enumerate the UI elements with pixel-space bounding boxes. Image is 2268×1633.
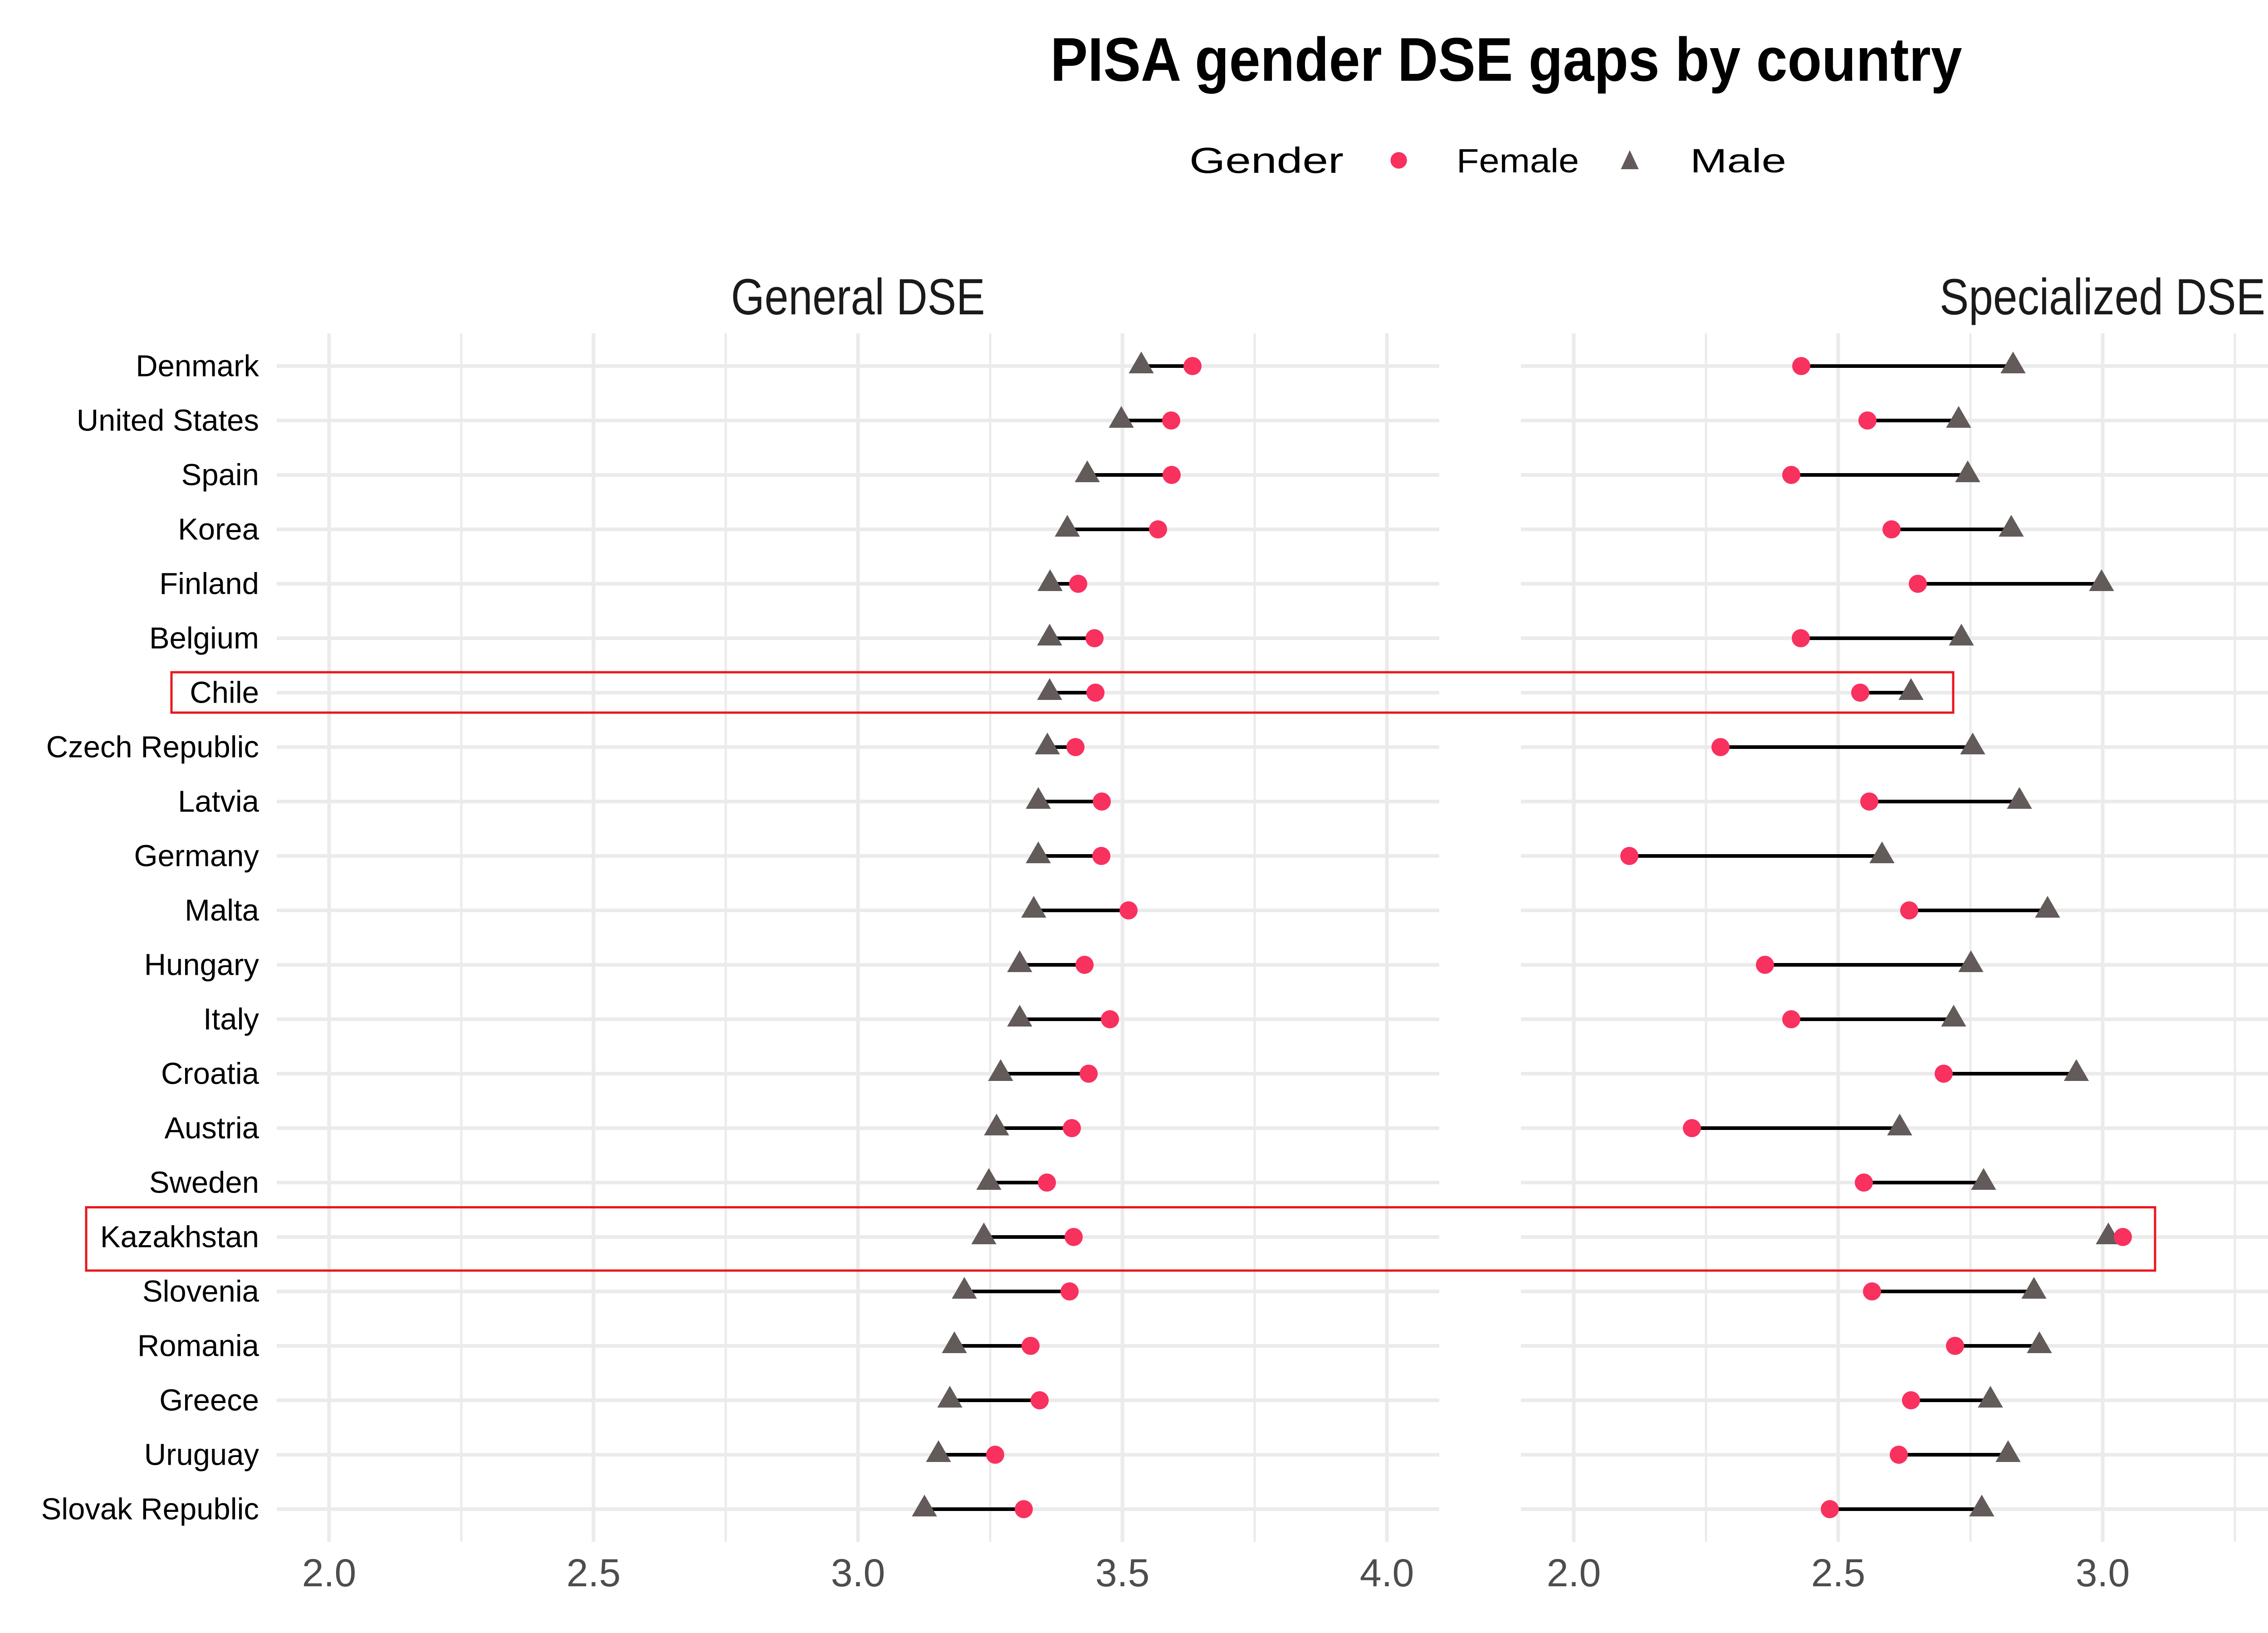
svg-text:Slovenia: Slovenia xyxy=(142,1275,259,1309)
svg-text:4.0: 4.0 xyxy=(1360,1551,1414,1595)
svg-text:Greece: Greece xyxy=(159,1384,259,1418)
svg-text:Chile: Chile xyxy=(190,676,259,710)
svg-text:Romania: Romania xyxy=(137,1329,259,1363)
svg-text:Gender: Gender xyxy=(1189,140,1344,181)
svg-text:Croatia: Croatia xyxy=(161,1057,259,1091)
svg-text:Italy: Italy xyxy=(203,1002,259,1037)
svg-text:Spain: Spain xyxy=(181,458,259,492)
svg-text:Malta: Malta xyxy=(185,894,259,928)
svg-text:Korea: Korea xyxy=(178,513,259,547)
svg-text:2.5: 2.5 xyxy=(567,1551,621,1595)
svg-text:Specialized DSE: Specialized DSE xyxy=(1940,269,2265,325)
svg-text:Slovak Republic: Slovak Republic xyxy=(41,1492,259,1526)
svg-text:2.5: 2.5 xyxy=(1811,1551,1866,1595)
svg-text:Germany: Germany xyxy=(134,839,259,873)
svg-text:Finland: Finland xyxy=(159,567,259,601)
svg-text:Austria: Austria xyxy=(164,1111,259,1145)
svg-text:Belgium: Belgium xyxy=(149,621,259,655)
svg-text:Czech Republic: Czech Republic xyxy=(46,730,259,764)
svg-text:3.0: 3.0 xyxy=(831,1551,885,1595)
svg-text:General DSE: General DSE xyxy=(731,269,985,325)
svg-text:United States: United States xyxy=(77,404,259,438)
svg-text:Kazakhstan: Kazakhstan xyxy=(100,1220,259,1254)
svg-text:3.5: 3.5 xyxy=(1095,1551,1150,1595)
svg-text:Uruguay: Uruguay xyxy=(144,1438,259,1472)
svg-text:Male: Male xyxy=(1690,142,1786,180)
svg-text:Hungary: Hungary xyxy=(144,948,259,982)
svg-text:2.0: 2.0 xyxy=(1547,1551,1601,1595)
svg-text:Denmark: Denmark xyxy=(136,349,259,383)
svg-text:PISA gender DSE gaps by countr: PISA gender DSE gaps by country xyxy=(1051,25,1962,94)
svg-text:2.0: 2.0 xyxy=(302,1551,357,1595)
svg-text:Female: Female xyxy=(1457,142,1579,180)
svg-text:3.0: 3.0 xyxy=(2076,1551,2130,1595)
svg-text:Sweden: Sweden xyxy=(149,1166,259,1200)
svg-text:Latvia: Latvia xyxy=(178,785,259,819)
